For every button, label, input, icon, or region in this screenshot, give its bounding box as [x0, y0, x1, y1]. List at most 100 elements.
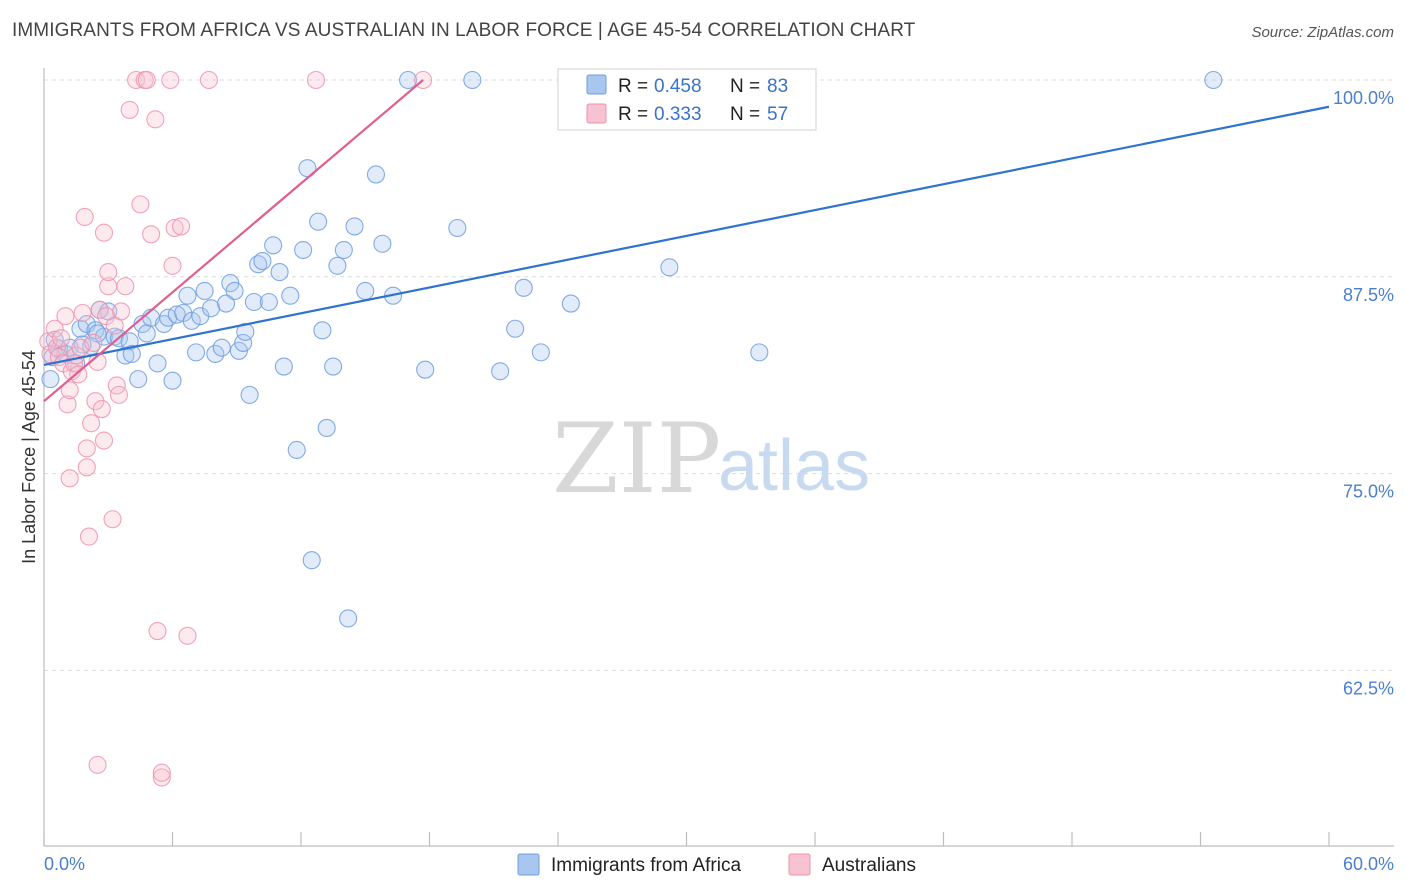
series-australians: [39, 70, 433, 787]
legend-swatch-blue: [586, 74, 607, 95]
data-point: [73, 303, 92, 323]
legend-swatch-pink: [586, 103, 607, 124]
data-point: [52, 329, 71, 348]
chart-title: IMMIGRANTS FROM AFRICA VS AUSTRALIAN IN …: [12, 20, 916, 41]
data-point: [1204, 70, 1223, 90]
legend-r-label-1: R =: [618, 76, 648, 97]
data-point: [244, 292, 263, 312]
data-point: [309, 212, 328, 231]
bottom-legend-label-1: Immigrants from Africa: [551, 855, 741, 876]
data-point: [514, 278, 533, 297]
bottom-legend-swatch-pink: [788, 853, 811, 876]
data-point: [212, 338, 231, 357]
data-point: [178, 626, 197, 645]
y-tick-label: 87.5%: [1343, 285, 1394, 305]
chart-source: Source: ZipAtlas.com: [1251, 24, 1394, 41]
y-tick-label: 75.0%: [1343, 482, 1394, 502]
data-point: [152, 768, 171, 787]
data-point: [137, 70, 156, 90]
x-axis-ticks: [43, 832, 1330, 846]
legend-n-value-2: 57: [767, 104, 788, 125]
data-point: [77, 458, 96, 477]
data-point: [56, 307, 75, 326]
data-point: [274, 357, 293, 376]
data-point: [506, 319, 525, 338]
data-point: [356, 281, 375, 301]
data-point: [253, 252, 272, 271]
watermark-atlas: atlas: [718, 426, 870, 506]
trend-line: [43, 79, 424, 403]
data-point: [172, 217, 191, 236]
data-point: [531, 343, 550, 362]
data-point: [660, 258, 679, 277]
data-point: [116, 346, 135, 365]
data-point: [345, 217, 364, 236]
data-point: [116, 277, 135, 296]
data-point: [750, 343, 769, 362]
data-point: [60, 381, 79, 400]
data-point: [334, 240, 353, 260]
data-point: [41, 370, 60, 389]
data-point: [324, 357, 343, 376]
data-point: [79, 527, 99, 546]
trendlines: [43, 79, 1330, 403]
data-point: [84, 333, 103, 352]
y-axis-tick-labels: 100.0% 87.5% 75.0% 62.5%: [1333, 88, 1394, 698]
data-point: [129, 370, 148, 389]
data-point: [137, 324, 156, 343]
data-point: [302, 551, 321, 570]
y-tick-label: 100.0%: [1333, 88, 1394, 108]
y-axis-label: In Labor Force | Age 45-54: [19, 350, 39, 564]
data-point: [92, 399, 111, 419]
legend: R = 0.458 N = 83 R = 0.333 N = 57: [557, 68, 817, 131]
data-point: [306, 70, 326, 90]
data-point: [58, 395, 77, 414]
data-point: [109, 385, 129, 404]
data-point: [225, 281, 244, 301]
data-point: [69, 365, 88, 384]
data-point: [88, 324, 107, 343]
data-point: [491, 362, 510, 381]
data-point: [199, 70, 218, 90]
data-point: [373, 234, 392, 253]
data-point: [103, 510, 122, 529]
data-point: [88, 755, 107, 774]
data-point: [187, 343, 206, 362]
data-point: [94, 223, 114, 242]
data-point: [270, 263, 289, 282]
data-point: [60, 469, 79, 488]
legend-n-label-1: N =: [730, 76, 760, 97]
data-point: [366, 165, 386, 184]
data-point: [399, 70, 418, 90]
watermark-zip: ZIP: [552, 403, 721, 515]
data-point: [120, 100, 139, 119]
legend-n-value-1: 83: [767, 76, 788, 97]
data-point: [339, 609, 358, 628]
data-point: [416, 360, 435, 379]
data-point: [112, 302, 131, 321]
data-point: [328, 256, 347, 275]
bottom-legend: Immigrants from Africa Australians: [517, 853, 916, 876]
watermark: ZIP atlas: [552, 403, 870, 515]
data-point: [259, 292, 278, 312]
data-point: [152, 763, 171, 782]
bottom-legend-swatch-blue: [517, 853, 540, 876]
data-point: [294, 240, 313, 260]
data-point: [75, 207, 94, 227]
data-point: [216, 294, 236, 313]
legend-r-value-1: 0.458: [654, 76, 702, 97]
data-point: [178, 286, 197, 305]
data-point: [161, 70, 180, 90]
data-point: [264, 236, 283, 255]
data-point: [122, 344, 141, 363]
data-point: [287, 440, 306, 460]
legend-r-value-2: 0.333: [654, 104, 702, 125]
data-point: [281, 286, 300, 305]
data-point: [131, 195, 150, 214]
data-point: [163, 371, 182, 390]
axes: [43, 68, 1394, 847]
data-point: [234, 333, 253, 352]
data-point: [448, 218, 467, 238]
bottom-legend-label-2: Australians: [822, 855, 916, 876]
series-immigrants-from-africa: [41, 70, 1223, 628]
